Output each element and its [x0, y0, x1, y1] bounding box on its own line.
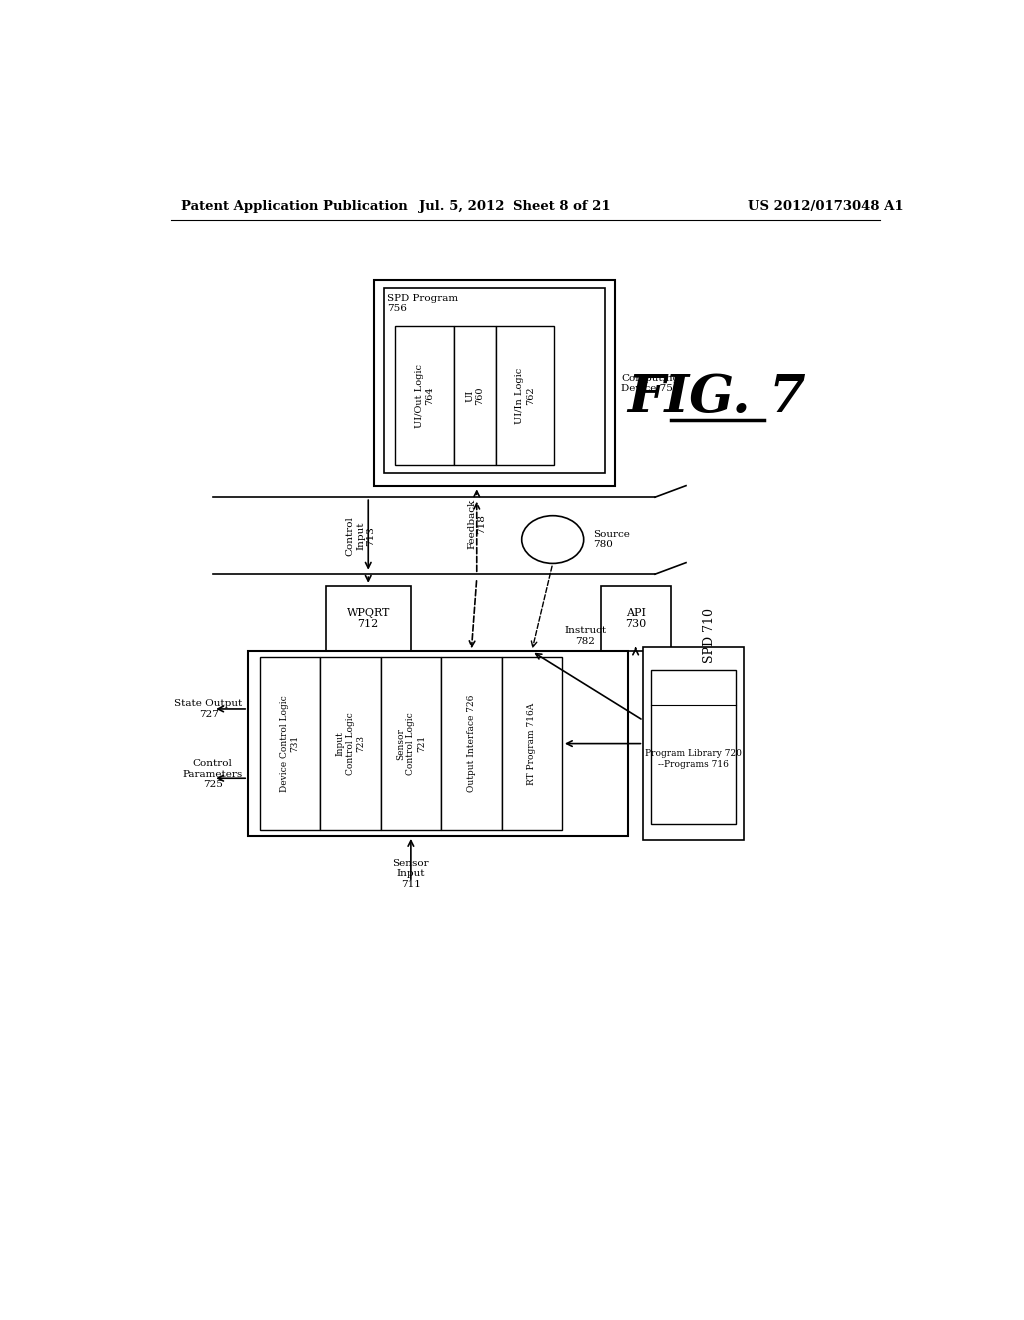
- Text: Input
Control Logic
723: Input Control Logic 723: [336, 713, 366, 775]
- Bar: [454, 326, 496, 465]
- Bar: [326, 586, 411, 651]
- Text: API
730: API 730: [625, 607, 646, 630]
- Text: UI
760: UI 760: [465, 387, 484, 405]
- Text: Sensor
Input
711: Sensor Input 711: [392, 859, 429, 888]
- Text: State Output
727: State Output 727: [174, 700, 243, 718]
- Text: FIG. 7: FIG. 7: [628, 372, 806, 422]
- Text: Feedback
718: Feedback 718: [467, 499, 486, 549]
- Bar: [384, 288, 604, 473]
- Bar: [260, 657, 321, 830]
- Text: WPQRT
712: WPQRT 712: [346, 607, 390, 630]
- Bar: [496, 326, 554, 465]
- Text: Sensor
Control Logic
721: Sensor Control Logic 721: [396, 713, 426, 775]
- Bar: [381, 657, 441, 830]
- Text: Patent Application Publication: Patent Application Publication: [180, 199, 408, 213]
- Text: Output Interface 726: Output Interface 726: [467, 694, 476, 792]
- Bar: [441, 657, 502, 830]
- Bar: [375, 280, 614, 487]
- Text: SPD 710: SPD 710: [703, 609, 716, 663]
- Text: SPD Program
756: SPD Program 756: [387, 294, 458, 313]
- Text: Sheet 8 of 21: Sheet 8 of 21: [513, 199, 610, 213]
- Text: Jul. 5, 2012: Jul. 5, 2012: [419, 199, 504, 213]
- Text: Source
780: Source 780: [593, 529, 630, 549]
- Text: UI/In Logic
762: UI/In Logic 762: [515, 367, 535, 424]
- Bar: [651, 671, 736, 825]
- Text: Instruct
782: Instruct 782: [564, 626, 606, 645]
- Bar: [502, 657, 562, 830]
- Text: Control
Parameters
725: Control Parameters 725: [182, 759, 243, 789]
- Bar: [643, 647, 744, 840]
- Text: Computing
Device 750: Computing Device 750: [621, 374, 679, 393]
- Bar: [395, 326, 454, 465]
- Text: UI/Out Logic
764: UI/Out Logic 764: [415, 363, 434, 428]
- Bar: [248, 651, 628, 836]
- Bar: [321, 657, 381, 830]
- Text: Device Control Logic
731: Device Control Logic 731: [281, 696, 300, 792]
- Text: US 2012/0173048 A1: US 2012/0173048 A1: [748, 199, 903, 213]
- Text: Control
Input
713: Control Input 713: [346, 516, 376, 556]
- Text: Program Library 720
--Programs 716: Program Library 720 --Programs 716: [645, 750, 742, 768]
- Text: RT Program 716A: RT Program 716A: [527, 702, 537, 784]
- Bar: [601, 586, 671, 651]
